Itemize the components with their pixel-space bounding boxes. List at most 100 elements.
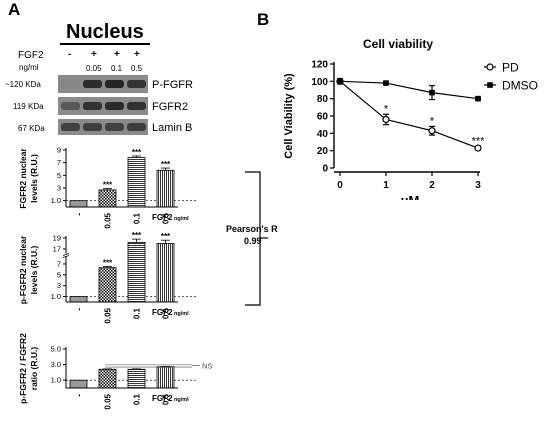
axis-break-mark — [62, 255, 70, 258]
line-significance-label: * — [430, 115, 435, 127]
bar — [69, 379, 88, 389]
blot-background — [58, 75, 148, 93]
bar-x-label: 0.1 — [133, 212, 142, 224]
bar — [69, 200, 88, 208]
blot-protein-label-2: FGFR2 — [152, 101, 189, 113]
panel-b-line-chart: Cell viability 0 20 40 60 80 100 120 0 1 2 3 μM Cell … — [283, 37, 538, 200]
blot-fgfr2 — [58, 97, 148, 115]
bar-y-tick-label: 3 — [57, 281, 61, 290]
lane-dose-1: 0.05 — [86, 64, 102, 73]
bar-y-tick-label: 5.0 — [51, 345, 61, 354]
bar-y-tick-label: 1.0 — [51, 376, 61, 385]
pearson-bracket — [245, 171, 268, 306]
legend-label: PD — [502, 61, 519, 75]
axis-break-gap — [63, 253, 69, 257]
bar-x-label: 0.1 — [133, 393, 142, 405]
pearson-label: Pearson's R — [226, 224, 278, 234]
significance-label: *** — [161, 232, 171, 241]
blot-protein-label-1: P-FGFR — [152, 79, 193, 91]
blot-band — [83, 102, 102, 110]
bar-y-axis-label: p-FGFR2 / FGFR2 — [18, 333, 28, 404]
significance-label: *** — [132, 231, 142, 240]
fgf2-axis-unit: ng/ml — [174, 397, 189, 403]
line-x-tick-label: 2 — [429, 180, 435, 191]
bar-y-tick-label: 5 — [57, 270, 61, 279]
lane-sign-1: - — [68, 49, 72, 60]
fgf2-axis-label: FGF2 — [152, 394, 173, 403]
blot-background — [58, 97, 148, 115]
series-line-dmso — [339, 80, 479, 100]
bar-x-label: 0.05 — [104, 393, 113, 409]
bar — [98, 368, 117, 389]
lane-sign-3: + — [114, 49, 120, 60]
point-pd — [474, 144, 482, 152]
legend-marker-pd — [486, 63, 494, 71]
bar-y-axis-label: p-FGFR2 nuclear — [18, 235, 28, 304]
significance-label: *** — [132, 148, 142, 157]
line-significance-label: * — [384, 103, 389, 115]
line-x-tick-label: 1 — [383, 180, 389, 191]
line-y-tick-label: 40 — [317, 129, 329, 140]
point-pd — [382, 115, 390, 124]
line-y-tick-label: 120 — [311, 60, 328, 71]
fgf2-axis-unit: ng/ml — [174, 216, 189, 222]
bar-x-label: 0.5 — [162, 212, 171, 224]
blot-lamin-b-image — [58, 119, 148, 135]
bar-y-tick-label: 7 — [57, 158, 61, 167]
bar-y-tick-label: 19 — [53, 234, 61, 243]
line-legend: PD DMSO — [484, 61, 538, 93]
blot-band — [61, 123, 80, 131]
bar-x-label: 0.5 — [162, 307, 171, 319]
bar-y-tick-label: 17 — [53, 244, 61, 253]
bar-y-tick-label: 3.0 — [51, 360, 61, 369]
bar-x-label: 0.1 — [133, 307, 142, 319]
line-chart-title: Cell viability — [363, 37, 433, 51]
bar — [156, 243, 175, 303]
nucleus-underline — [60, 43, 150, 45]
bar-y-axis-label: levels (R.U.) — [29, 154, 39, 203]
bar-x-label: - — [75, 308, 84, 311]
significance-label: *** — [103, 259, 113, 268]
line-x-tick-label: 0 — [337, 180, 343, 191]
axis-break-mark — [62, 253, 70, 256]
blot-background — [58, 119, 148, 135]
point-dmso — [383, 80, 389, 86]
series-line-pd — [339, 80, 479, 149]
bar — [98, 267, 117, 303]
fgf2-row-label: FGF2 — [18, 50, 44, 61]
bar — [69, 296, 88, 303]
panel-a-letter: A — [8, 0, 21, 19]
lane-sign-4: + — [134, 49, 140, 60]
bar-y-tick-label: 9 — [57, 146, 61, 155]
bar-y-tick-label: 3 — [57, 184, 61, 193]
blot-fgfr2-image — [58, 97, 148, 115]
bar-y-tick-label: 5 — [57, 171, 61, 180]
line-y-tick-label: 100 — [311, 77, 328, 88]
lane-dose-3: 0.5 — [131, 64, 143, 73]
blot-kda-label-1: ~120 KDa — [5, 80, 41, 89]
nucleus-title: Nucleus — [66, 21, 144, 43]
bar-x-label: 0.05 — [104, 212, 113, 228]
blot-band — [83, 123, 102, 131]
line-y-tick-label: 60 — [317, 112, 329, 123]
bar-y-tick-label: 1.0 — [51, 292, 61, 301]
line-y-tick-label: 80 — [317, 94, 329, 105]
significance-label: *** — [103, 181, 113, 190]
blot-protein-label-3: Lamin B — [152, 122, 193, 134]
bar-y-tick-label: 7 — [57, 259, 61, 268]
blot-band — [127, 80, 146, 88]
significance-label: *** — [161, 160, 171, 169]
bar-x-label: 0.5 — [162, 393, 171, 405]
legend-label: DMSO — [502, 79, 538, 93]
blot-band — [127, 123, 146, 131]
blot-lamin-b — [58, 119, 148, 135]
lane-sign-2: + — [91, 49, 97, 60]
blot-band — [105, 80, 124, 88]
line-significance-label: *** — [472, 135, 486, 147]
blot-band — [105, 102, 124, 110]
bar-y-tick-label: 1.0 — [51, 196, 61, 205]
lane-dose-2: 0.1 — [111, 64, 123, 73]
